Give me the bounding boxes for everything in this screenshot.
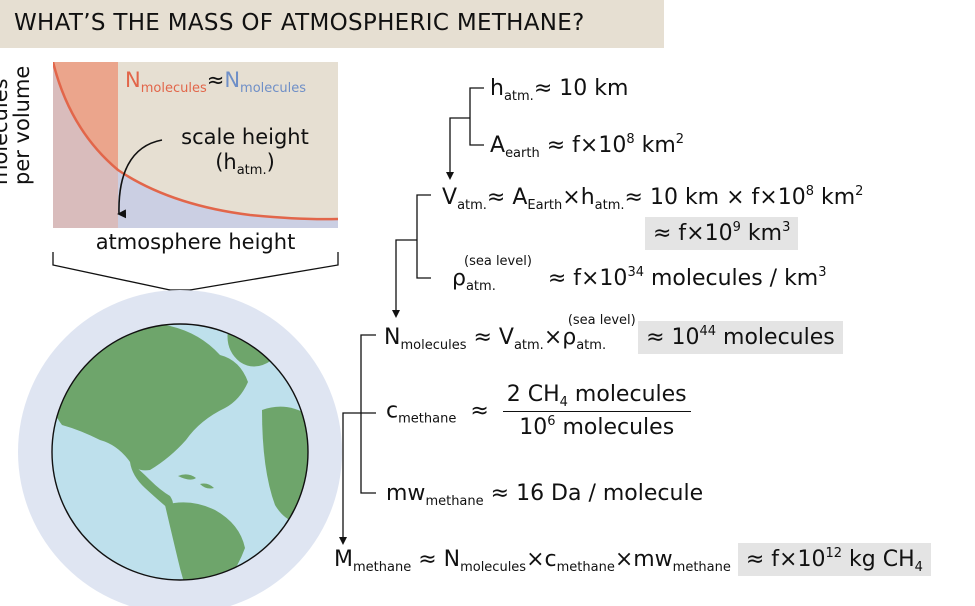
annotation-arrow [117, 139, 163, 219]
n-result-highlight: ≈ 1044 molecules [638, 321, 843, 354]
derivation-tree-arrows [339, 172, 454, 545]
graph-ylabel: molecules per volume [0, 65, 34, 185]
c-methane-fraction: 2 CH4 molecules 106 molecules [502, 384, 691, 440]
area-under-curve [53, 62, 338, 228]
fraction-denominator: 106 molecules [519, 414, 675, 440]
density-curve [53, 62, 338, 221]
central-america-landmass [130, 462, 173, 510]
graph-xlabel: atmosphere height [95, 230, 296, 254]
annotation-line-1: scale height [181, 125, 309, 149]
fraction-numerator: 2 CH4 molecules [502, 384, 691, 412]
annotation-line-2: (hatm.) [215, 150, 275, 178]
equation-rho-atm: ρ (sea level) atm. ≈ f×1034 molecules / km3 [452, 254, 827, 294]
equation-a-earth: Aearth ≈ f×108 km2 [490, 132, 685, 161]
graph-legend: Nmolecules≈Nmolecules [125, 68, 307, 96]
equation-m-methane: Mmethane ≈ Nmolecules×cmethane×mwmethane… [334, 543, 931, 576]
title-bar: WHAT’S THE MASS OF ATMOSPHERIC METHANE? [0, 0, 664, 48]
m-result-highlight: ≈ f×1012 kg CH4 [737, 543, 931, 576]
page-title: WHAT’S THE MASS OF ATMOSPHERIC METHANE? [14, 10, 585, 36]
scale-height-annotation: scale height (hatm.) [166, 125, 324, 183]
equation-n-molecules: Nmolecules ≈ Vatm.×ρ (sea level) atm. ≈ 104… [384, 314, 843, 354]
globe-outline [51, 323, 309, 581]
density-graph [53, 62, 338, 228]
earth-globe [18, 290, 342, 606]
caribbean-islands [178, 474, 214, 489]
blue-overlap [53, 62, 118, 228]
equation-c-methane: cmethane ≈ 2 CH4 molecules 106 molecules [386, 384, 691, 439]
legend-n-blue: Nmolecules [224, 68, 307, 96]
equation-mw-methane: mwmethane ≈ 16 Da / molecule [386, 481, 704, 509]
legend-approx: ≈ [206, 68, 225, 92]
equation-h-atm: hatm.≈ 10 km [490, 76, 629, 104]
derivation-tree-lines [342, 87, 484, 540]
equation-v-atm: Vatm.≈ AEarth×hatm.≈ 10 km × f×108 km2 [442, 184, 864, 213]
v-result-highlight: ≈ f×109 km3 [645, 217, 799, 250]
legend-n-red: Nmolecules [125, 68, 207, 96]
north-america-landmass [52, 324, 248, 471]
ylabel-line-2: per volume [10, 65, 34, 185]
equation-v-result: ≈ f×109 km3 [645, 217, 799, 250]
